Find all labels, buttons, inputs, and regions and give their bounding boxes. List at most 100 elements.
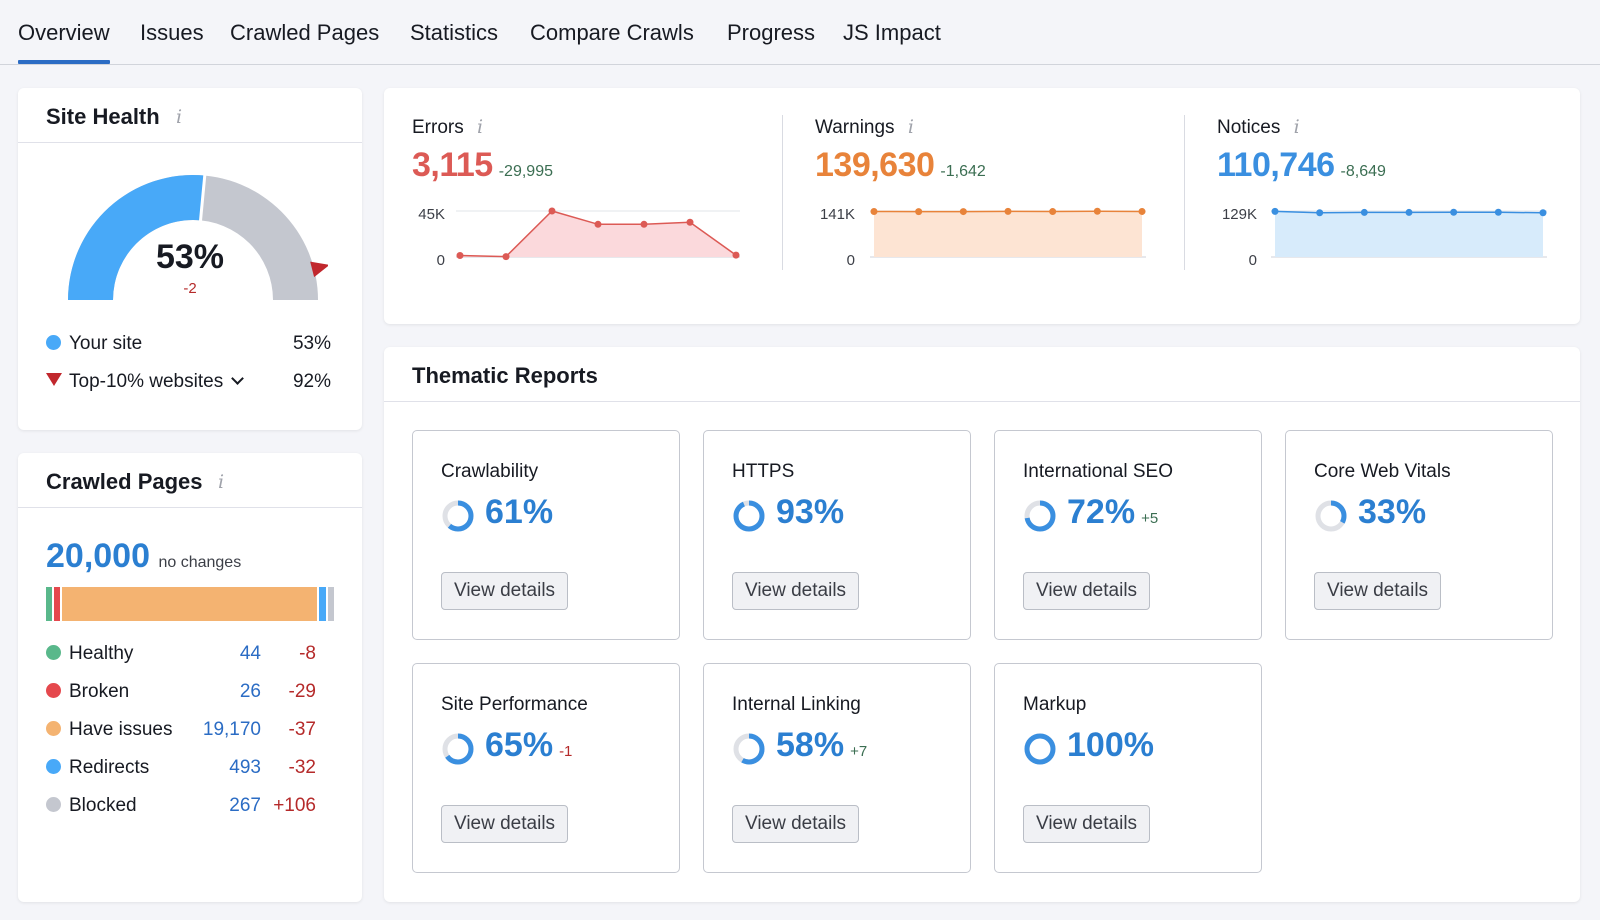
report-percent: 100% xyxy=(1067,726,1154,765)
report-title: HTTPS xyxy=(732,461,795,482)
progress-ring-icon xyxy=(733,733,765,765)
legend-your-site: Your site 53% xyxy=(46,333,331,357)
blue-dot-icon xyxy=(46,759,61,774)
metric-value[interactable]: 3,115 xyxy=(412,146,493,184)
item-value[interactable]: 267 xyxy=(229,795,261,816)
view-details-button[interactable]: View details xyxy=(732,572,860,610)
legend-label: Top-10% websites xyxy=(69,371,224,392)
errors-value[interactable]: 3,115 -29,995 xyxy=(412,146,553,185)
bar-segment-redirects[interactable] xyxy=(319,587,326,621)
notices-label: Notices i xyxy=(1217,116,1300,139)
y-axis-bottom-label: 0 xyxy=(846,252,855,269)
warnings-value[interactable]: 139,630 -1,642 xyxy=(815,146,986,185)
data-point-1 xyxy=(1316,209,1324,217)
report-title: Internal Linking xyxy=(732,694,861,715)
item-delta: +106 xyxy=(273,795,316,816)
red-dot-icon xyxy=(46,683,61,698)
item-delta: -29 xyxy=(288,681,316,702)
site-health-card: Site Health i 53% -2 Your site 53% Top-1… xyxy=(18,88,362,430)
progress-ring-icon xyxy=(1024,733,1056,765)
data-point-3 xyxy=(1405,208,1413,216)
report-percent-value: 58% xyxy=(776,726,845,764)
data-point-0 xyxy=(1271,207,1279,215)
report-title: International SEO xyxy=(1023,461,1173,482)
crawled-total: 20,000 no changes xyxy=(46,537,241,576)
report-title: Site Performance xyxy=(441,694,588,715)
item-label: Broken xyxy=(69,681,130,702)
warnings-sparkline[interactable] xyxy=(870,205,1146,275)
list-item-healthy[interactable]: Healthy 44 -8 xyxy=(46,643,316,667)
info-icon[interactable]: i xyxy=(907,116,914,138)
tab-compare-crawls[interactable]: Compare Crawls xyxy=(530,20,694,45)
item-value[interactable]: 19,170 xyxy=(202,719,261,740)
list-item-blocked[interactable]: Blocked 267 +106 xyxy=(46,795,316,819)
metric-value[interactable]: 110,746 xyxy=(1217,146,1335,184)
report-card-crawlability: Crawlability 61% View details xyxy=(412,430,680,640)
bar-segment-healthy[interactable] xyxy=(46,587,52,621)
report-card-internal-linking: Internal Linking 58% +7 View details xyxy=(703,663,971,873)
y-axis-bottom-label: 0 xyxy=(436,252,445,269)
notices-value[interactable]: 110,746 -8,649 xyxy=(1217,146,1386,185)
metric-delta: -8,649 xyxy=(1340,163,1386,180)
metric-delta: -1,642 xyxy=(940,163,986,180)
legend-label: Your site xyxy=(69,333,143,354)
view-details-button[interactable]: View details xyxy=(1023,572,1151,610)
crawled-pages-bar[interactable] xyxy=(46,587,334,621)
item-value[interactable]: 493 xyxy=(229,757,261,778)
report-card-core-web-vitals: Core Web Vitals 33% View details xyxy=(1285,430,1553,640)
info-icon[interactable]: i xyxy=(218,471,225,493)
report-percent: 61% xyxy=(485,493,553,532)
info-icon[interactable]: i xyxy=(176,106,183,128)
report-card-international-seo: International SEO 72% +5 View details xyxy=(994,430,1262,640)
bar-segment-broken[interactable] xyxy=(54,587,60,621)
item-value[interactable]: 26 xyxy=(239,681,261,702)
view-details-button[interactable]: View details xyxy=(1023,805,1151,843)
legend-top-10[interactable]: Top-10% websites 92% xyxy=(46,371,331,395)
crawled-total-value[interactable]: 20,000 xyxy=(46,537,150,575)
report-card-https: HTTPS 93% View details xyxy=(703,430,971,640)
site-health-gauge xyxy=(68,174,328,300)
report-delta: -1 xyxy=(559,743,573,760)
legend-value: 92% xyxy=(292,371,331,392)
report-percent-value: 93% xyxy=(776,493,845,531)
view-details-button[interactable]: View details xyxy=(1314,572,1442,610)
bar-segment-have-issues[interactable] xyxy=(62,587,318,621)
list-item-broken[interactable]: Broken 26 -29 xyxy=(46,681,316,705)
data-point-1 xyxy=(502,253,510,261)
data-point-5 xyxy=(1494,208,1502,216)
progress-ring-icon xyxy=(733,500,765,532)
info-icon[interactable]: i xyxy=(477,116,484,138)
list-item-have-issues[interactable]: Have issues 19,170 -37 xyxy=(46,719,316,743)
y-axis-top-label: 141K xyxy=(819,206,855,223)
view-details-button[interactable]: View details xyxy=(441,805,569,843)
report-percent: 33% xyxy=(1358,493,1426,532)
view-details-button[interactable]: View details xyxy=(441,572,569,610)
info-icon[interactable]: i xyxy=(1293,116,1300,138)
report-percent-value: 33% xyxy=(1358,493,1427,531)
errors-sparkline[interactable] xyxy=(456,205,740,275)
list-item-redirects[interactable]: Redirects 493 -32 xyxy=(46,757,316,781)
tab-statistics[interactable]: Statistics xyxy=(410,20,499,45)
chevron-down-icon[interactable] xyxy=(231,372,245,385)
report-title: Core Web Vitals xyxy=(1314,461,1451,482)
item-label: Have issues xyxy=(69,719,173,740)
bar-segment-blocked[interactable] xyxy=(328,587,334,621)
view-details-button[interactable]: View details xyxy=(732,805,860,843)
y-axis-bottom-label: 0 xyxy=(1248,252,1257,269)
tab-issues[interactable]: Issues xyxy=(140,20,204,45)
tab-crawled-pages[interactable]: Crawled Pages xyxy=(230,20,380,45)
data-point-0 xyxy=(456,251,464,259)
item-value[interactable]: 44 xyxy=(239,643,261,664)
data-point-1 xyxy=(915,208,923,216)
tab-overview[interactable]: Overview xyxy=(18,20,110,64)
metric-value[interactable]: 139,630 xyxy=(815,146,935,184)
report-card-markup: Markup 100% View details xyxy=(994,663,1262,873)
data-point-3 xyxy=(1004,207,1012,215)
notices-sparkline[interactable] xyxy=(1271,205,1547,275)
data-point-2 xyxy=(959,208,967,216)
warnings-label: Warnings i xyxy=(815,116,914,139)
tab-progress[interactable]: Progress xyxy=(727,20,816,45)
report-card-site-performance: Site Performance 65% -1 View details xyxy=(412,663,680,873)
report-delta: +5 xyxy=(1141,510,1159,527)
tab-js-impact[interactable]: JS Impact xyxy=(843,20,941,45)
